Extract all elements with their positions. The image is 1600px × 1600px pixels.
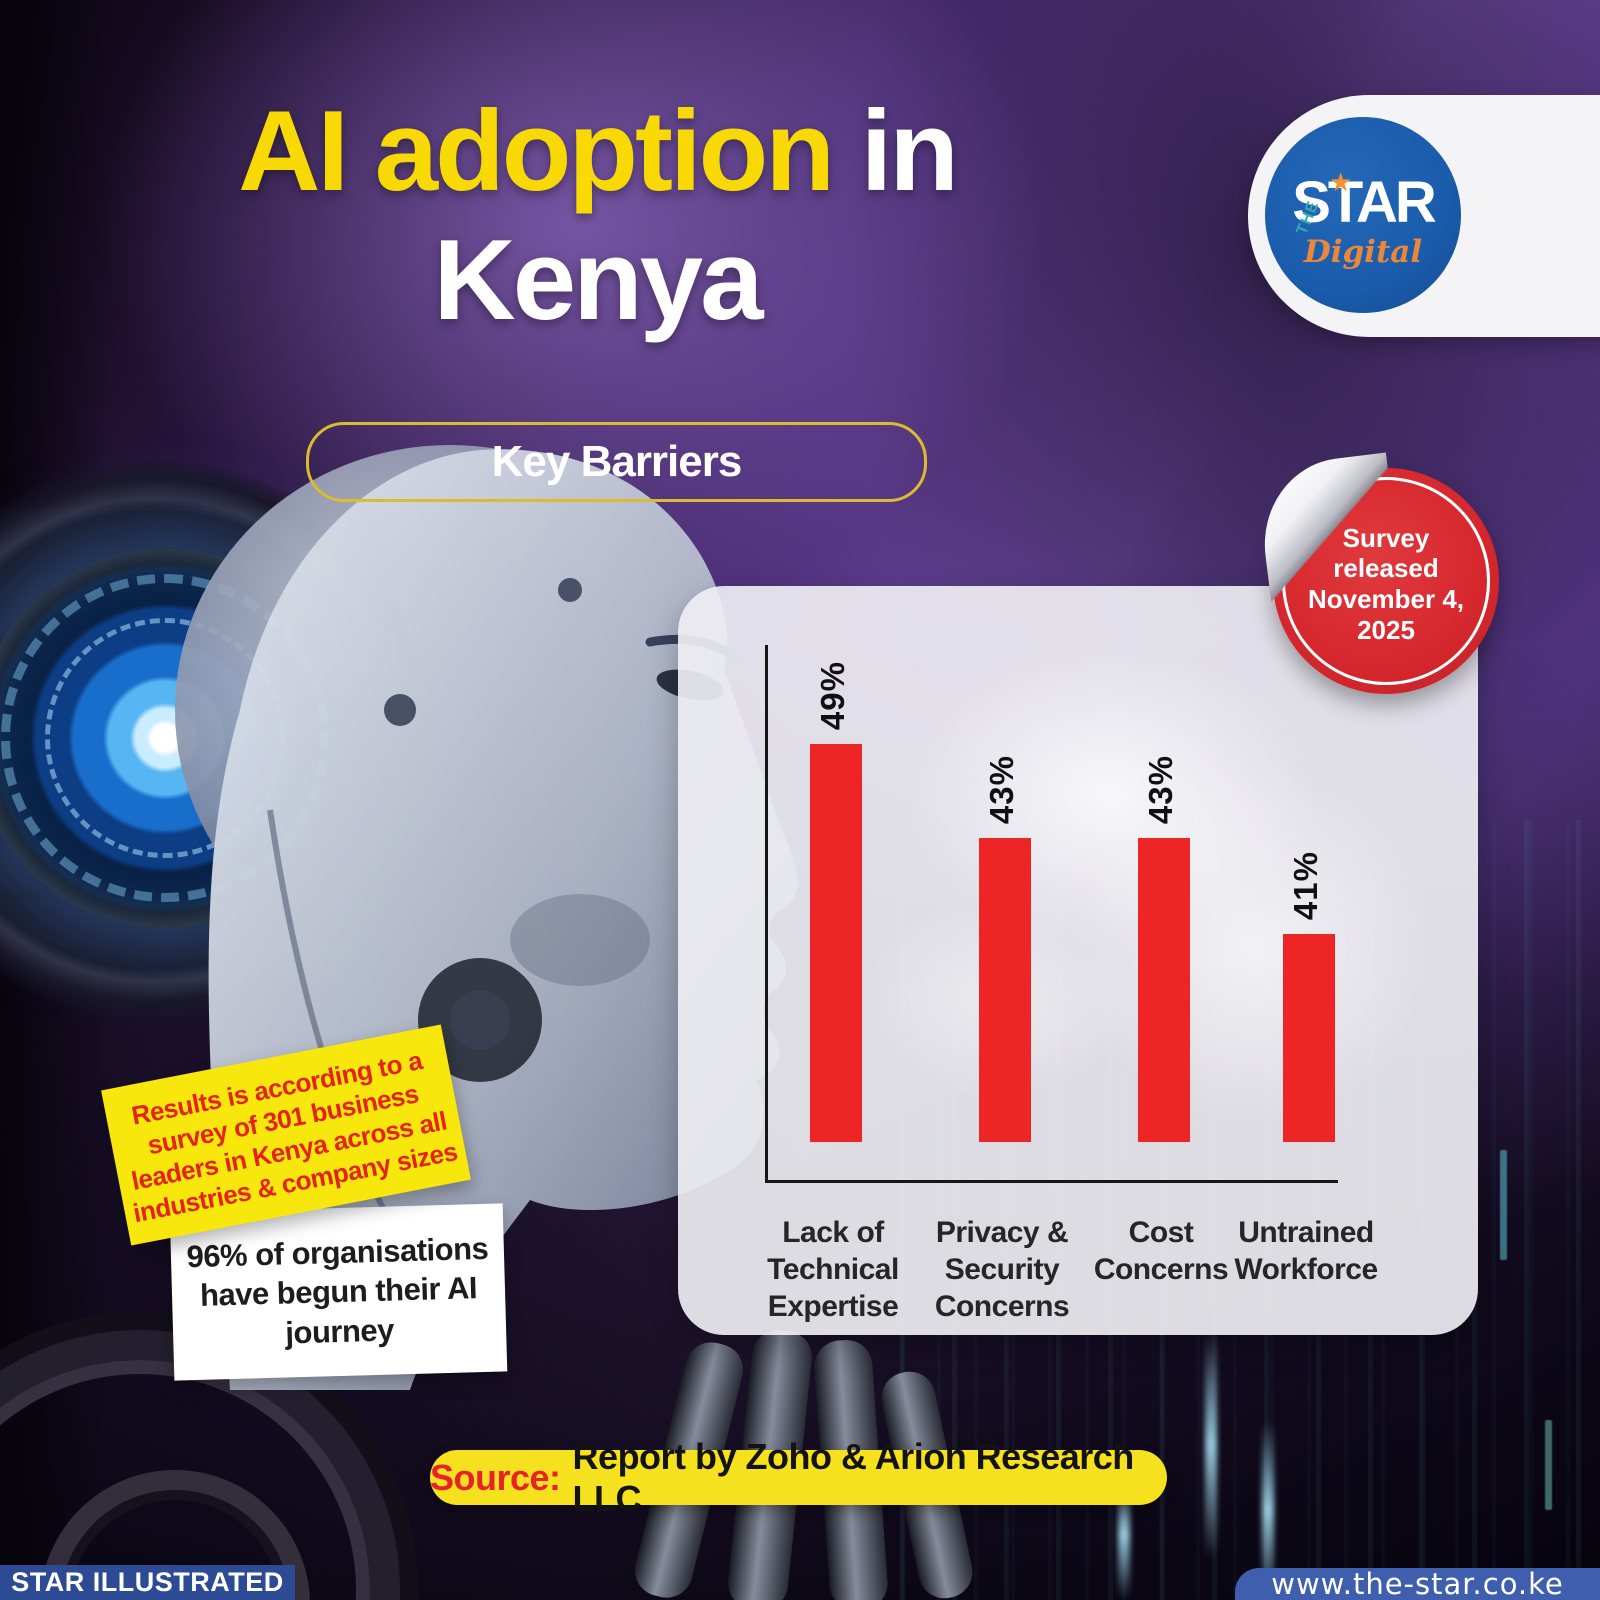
bar-2: 43% bbox=[979, 755, 1031, 1142]
logo-circle: THE ★ STAR Digital bbox=[1265, 117, 1461, 313]
star-illustrated-badge: STAR ILLUSTRATED bbox=[0, 1565, 295, 1600]
source-text: Report by Zoho & Arion Research LLC bbox=[572, 1435, 1135, 1519]
title-accent: AI adoption bbox=[238, 88, 835, 215]
fact-box: 96% of organisations have begun their AI… bbox=[169, 1203, 508, 1381]
logo-digital-label: Digital bbox=[1303, 234, 1423, 270]
category-label: Lack of Technical Expertise bbox=[767, 1216, 899, 1323]
bar-rect bbox=[1283, 934, 1335, 1142]
star-digital-logo: THE ★ STAR Digital bbox=[1248, 95, 1600, 337]
sticker-line: 2025 bbox=[1357, 614, 1415, 645]
fact-line: have begun their AI bbox=[199, 1270, 478, 1314]
source-label: Source: bbox=[430, 1456, 561, 1498]
logo-star-label: STAR bbox=[1292, 170, 1437, 235]
code-glow-icon bbox=[1545, 1420, 1552, 1510]
light-beam-icon bbox=[1262, 1420, 1274, 1600]
bar-1: 49% bbox=[810, 661, 862, 1142]
bar-chart-panel: 49% 43% 43% 41% Lack of Technical Expertise Pr… bbox=[678, 586, 1478, 1335]
chart-title-badge: Key Barriers bbox=[306, 422, 927, 502]
bar-rect bbox=[810, 744, 862, 1142]
bar-3: 43% bbox=[1138, 755, 1190, 1142]
bar-rect bbox=[979, 838, 1031, 1142]
chart-title: Key Barriers bbox=[491, 437, 743, 486]
fact-line: journey bbox=[284, 1312, 395, 1351]
category-label: Privacy & Security Concerns bbox=[934, 1216, 1070, 1323]
survey-date-sticker: Survey released November 4, 2025 bbox=[1254, 452, 1499, 694]
bar-4: 41% bbox=[1283, 851, 1335, 1142]
page-title: AI adoption in Kenya bbox=[147, 88, 1047, 346]
category-label: Cost Concerns bbox=[1093, 1216, 1229, 1286]
category-label: Untrained Workforce bbox=[1234, 1216, 1378, 1286]
bar-chart: 49% 43% 43% 41% bbox=[765, 645, 1338, 1183]
x-axis-labels: Lack of Technical Expertise Privacy & Securi… bbox=[678, 1215, 1478, 1335]
star-icon: ★ bbox=[1329, 167, 1353, 197]
footer-left-text: STAR ILLUSTRATED bbox=[11, 1567, 284, 1597]
title-rest: in bbox=[831, 88, 959, 215]
bar-rect bbox=[1138, 838, 1190, 1142]
title-line2: Kenya bbox=[433, 216, 763, 344]
bar-value-label: 43% bbox=[1142, 754, 1179, 824]
website-badge: www.the-star.co.ke bbox=[1235, 1567, 1600, 1600]
bar-value-label: 43% bbox=[983, 754, 1020, 824]
source-bar: Source: Report by Zoho & Arion Research … bbox=[430, 1436, 1167, 1519]
website-url: www.the-star.co.ke bbox=[1271, 1567, 1564, 1600]
bar-value-label: 41% bbox=[1287, 850, 1324, 920]
bar-value-label: 49% bbox=[814, 660, 851, 730]
light-beam-icon bbox=[1205, 1330, 1217, 1560]
code-glow-icon bbox=[1500, 1150, 1507, 1260]
